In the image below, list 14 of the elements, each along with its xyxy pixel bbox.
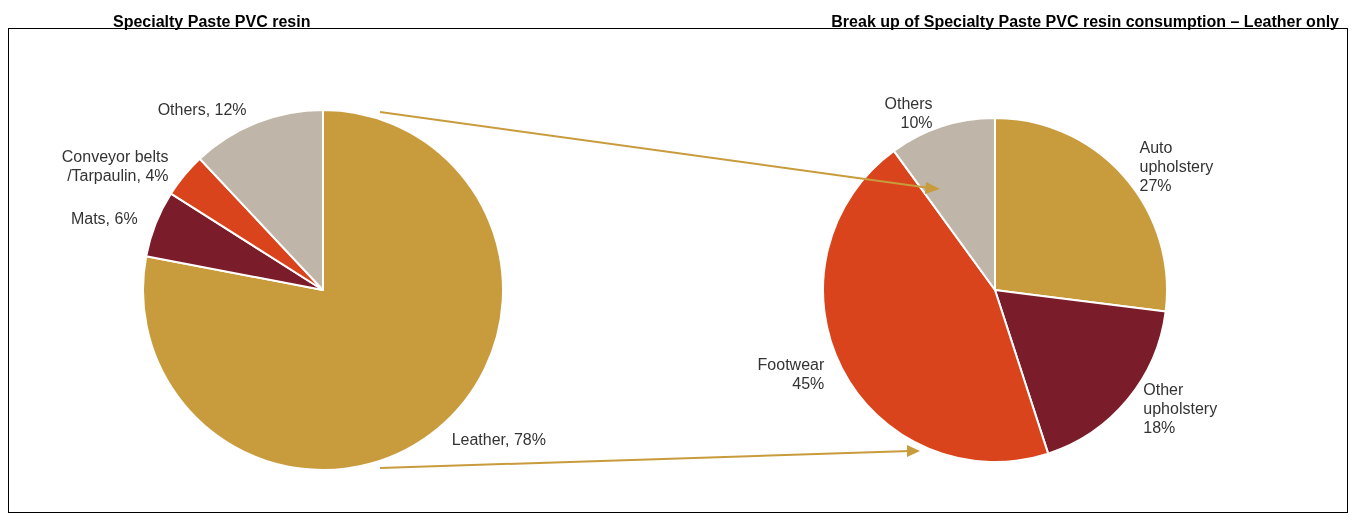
data-label: 10% — [900, 114, 933, 132]
slice-label: Others, 12% — [157, 101, 247, 119]
slice-label: Other upholstery — [1143, 381, 1218, 418]
data-label: 45% — [792, 375, 825, 393]
slice-label: Auto upholstery — [1139, 139, 1214, 176]
slice-label: Others — [884, 95, 933, 113]
slice-label: Mats, 6% — [70, 210, 138, 228]
chart-title: Specialty Paste PVC resin — [113, 12, 311, 30]
data-label: 18% — [1143, 419, 1176, 437]
slice-label: Conveyor belts/Tarpaulin, 4% — [61, 148, 169, 185]
slice-label: Footwear — [757, 356, 825, 374]
chart-title: Break up of Specialty Paste PVC resin consumption – Leather only — [831, 12, 1340, 30]
slice-label: Leather, 78% — [451, 430, 546, 448]
data-label: 27% — [1139, 177, 1172, 195]
